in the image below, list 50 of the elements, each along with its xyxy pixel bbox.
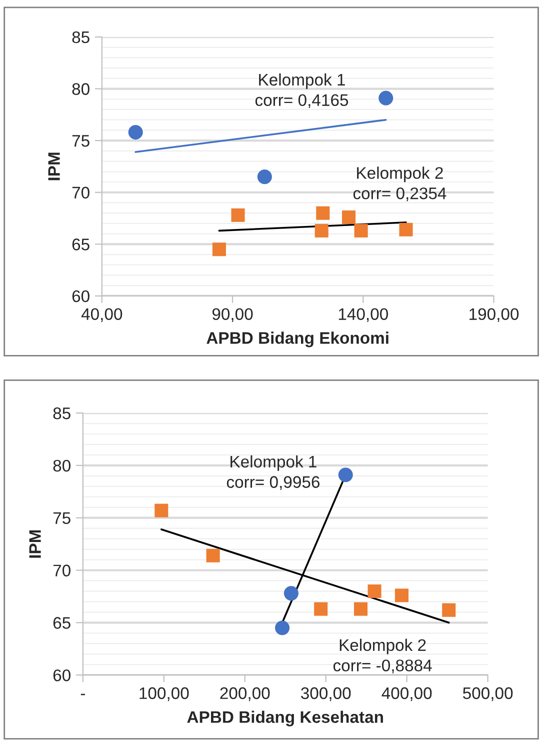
point — [314, 224, 328, 238]
point — [314, 602, 328, 616]
point — [128, 124, 143, 140]
y-tick-label: 85 — [72, 31, 90, 44]
point — [368, 584, 382, 598]
x-tick-label: 190,00 — [470, 308, 519, 322]
annotation: Kelompok 1 corr= 0,4165 — [255, 73, 348, 108]
point — [342, 210, 356, 224]
point — [354, 602, 368, 616]
x-tick-label: 200,00 — [220, 687, 270, 702]
x-axis-title: APBD Bidang Ekonomi — [206, 332, 388, 348]
point — [378, 90, 394, 106]
y-tick-label: 80 — [72, 83, 90, 95]
y-tick-label: 70 — [53, 564, 70, 576]
point — [284, 586, 298, 601]
annotation: Kelompok 2 corr= -0,8884 — [333, 638, 432, 674]
y-axis-title: IPM — [29, 530, 41, 558]
point — [399, 222, 413, 236]
x-tick-label: 100,00 — [140, 687, 189, 702]
y-tick-label: 65 — [72, 238, 90, 250]
point — [275, 620, 290, 636]
y-axis-title: IPM — [48, 152, 60, 180]
point — [231, 208, 245, 222]
point — [154, 504, 168, 518]
annotation: Kelompok 2 corr= 0,2354 — [353, 166, 446, 202]
y-tick-label: 65 — [53, 617, 70, 629]
x-tick-label: 500,00 — [462, 687, 513, 702]
y-tick-label: 70 — [72, 186, 90, 199]
y-tick-label: 80 — [53, 460, 70, 472]
y-tick-label: 60 — [72, 290, 90, 302]
y-tick-label: 75 — [72, 135, 90, 147]
x-axis-title: APBD Bidang Kesehatan — [187, 710, 383, 726]
point — [442, 603, 456, 617]
point — [394, 588, 408, 602]
y-tick-label: 75 — [53, 512, 70, 524]
point — [316, 206, 330, 220]
x-tick-label: 400,00 — [382, 687, 432, 702]
point — [212, 242, 226, 256]
y-tick-label: 85 — [53, 407, 70, 420]
x-tick-label: - — [80, 694, 85, 696]
point — [338, 468, 353, 482]
point — [354, 224, 368, 238]
annotation: Kelompok 1 corr= 0,9956 — [226, 455, 320, 490]
x-tick-label: 300,00 — [301, 687, 351, 702]
x-tick-label: 140,00 — [338, 308, 388, 322]
x-tick-label: 90,00 — [212, 308, 253, 322]
point — [206, 548, 220, 562]
x-tick-label: 40,00 — [81, 308, 122, 322]
y-tick-label: 60 — [53, 669, 70, 682]
point — [257, 170, 272, 184]
